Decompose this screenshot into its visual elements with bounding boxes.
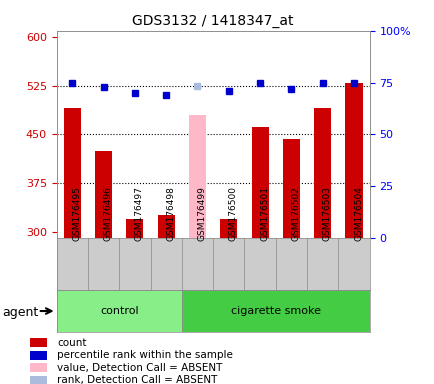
Bar bbox=[30, 363, 47, 372]
Bar bbox=[345, 83, 362, 238]
Text: agent: agent bbox=[2, 306, 38, 319]
Bar bbox=[63, 108, 81, 238]
Bar bbox=[56, 290, 181, 332]
Bar bbox=[30, 351, 47, 359]
Text: GSM176502: GSM176502 bbox=[291, 186, 300, 241]
Text: count: count bbox=[57, 338, 86, 348]
Bar bbox=[181, 290, 369, 332]
Text: control: control bbox=[100, 306, 138, 316]
Text: GSM176496: GSM176496 bbox=[103, 186, 112, 241]
Bar bbox=[188, 115, 206, 238]
Text: GSM176504: GSM176504 bbox=[353, 186, 362, 241]
Bar bbox=[30, 338, 47, 347]
Title: GDS3132 / 1418347_at: GDS3132 / 1418347_at bbox=[132, 14, 293, 28]
Text: rank, Detection Call = ABSENT: rank, Detection Call = ABSENT bbox=[57, 375, 217, 384]
Text: value, Detection Call = ABSENT: value, Detection Call = ABSENT bbox=[57, 362, 222, 372]
Text: GSM176501: GSM176501 bbox=[260, 186, 269, 241]
Text: GSM176499: GSM176499 bbox=[197, 186, 206, 241]
Text: GSM176498: GSM176498 bbox=[166, 186, 175, 241]
Bar bbox=[251, 127, 268, 238]
Text: cigarette smoke: cigarette smoke bbox=[230, 306, 320, 316]
Text: percentile rank within the sample: percentile rank within the sample bbox=[57, 350, 232, 360]
Bar bbox=[313, 108, 331, 238]
Bar bbox=[282, 139, 299, 238]
Bar bbox=[126, 218, 143, 238]
Text: GSM176503: GSM176503 bbox=[322, 186, 331, 241]
Text: GSM176500: GSM176500 bbox=[228, 186, 237, 241]
Bar bbox=[30, 376, 47, 384]
Bar bbox=[95, 151, 112, 238]
Bar bbox=[157, 215, 174, 238]
Bar bbox=[220, 218, 237, 238]
Text: GSM176495: GSM176495 bbox=[72, 186, 81, 241]
Text: GSM176497: GSM176497 bbox=[135, 186, 144, 241]
